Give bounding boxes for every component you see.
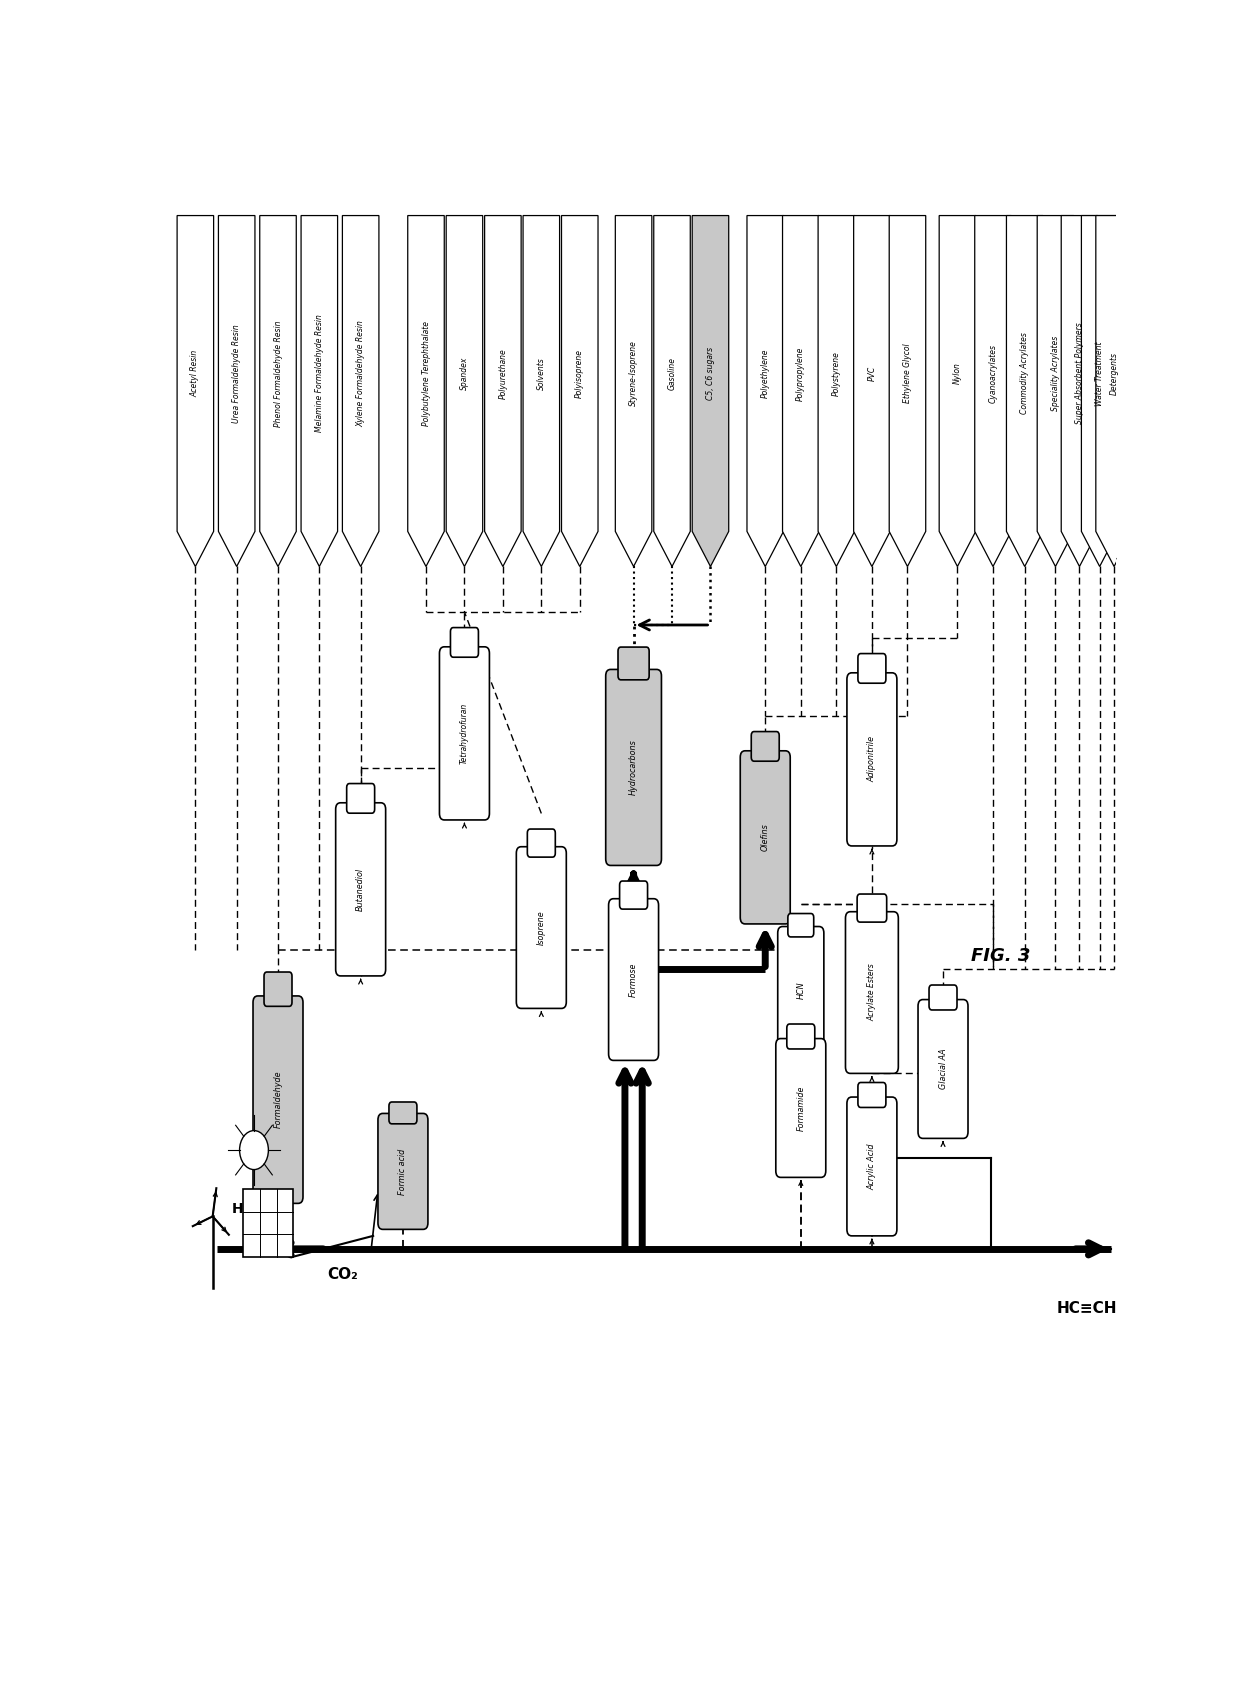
Text: Acrylate Esters: Acrylate Esters bbox=[868, 964, 877, 1021]
Polygon shape bbox=[408, 216, 444, 567]
FancyBboxPatch shape bbox=[264, 972, 291, 1006]
Text: HCN: HCN bbox=[796, 981, 805, 999]
Text: Cyanoacrylates: Cyanoacrylates bbox=[988, 344, 997, 403]
Text: Polyisoprene: Polyisoprene bbox=[575, 349, 584, 398]
Text: Detergents: Detergents bbox=[1110, 353, 1118, 395]
Text: Styrene-Isoprene: Styrene-Isoprene bbox=[629, 341, 639, 407]
FancyBboxPatch shape bbox=[618, 647, 650, 680]
Text: Acrylic Acid: Acrylic Acid bbox=[868, 1143, 877, 1190]
FancyBboxPatch shape bbox=[620, 881, 647, 910]
Text: Formose: Formose bbox=[629, 962, 639, 996]
FancyBboxPatch shape bbox=[847, 1097, 897, 1236]
FancyBboxPatch shape bbox=[846, 912, 898, 1074]
Text: Formaldehyde: Formaldehyde bbox=[274, 1070, 283, 1128]
Polygon shape bbox=[446, 216, 482, 567]
Polygon shape bbox=[653, 216, 691, 567]
Text: PVC: PVC bbox=[868, 366, 877, 381]
FancyBboxPatch shape bbox=[858, 653, 885, 684]
Text: Melamine Formaldehyde Resin: Melamine Formaldehyde Resin bbox=[315, 314, 324, 432]
FancyBboxPatch shape bbox=[527, 829, 556, 858]
FancyBboxPatch shape bbox=[378, 1114, 428, 1229]
FancyBboxPatch shape bbox=[787, 1025, 815, 1048]
Polygon shape bbox=[562, 216, 598, 567]
Text: Commodity Acrylates: Commodity Acrylates bbox=[1021, 333, 1029, 415]
Polygon shape bbox=[1096, 216, 1132, 567]
Text: Formic acid: Formic acid bbox=[398, 1148, 408, 1195]
FancyBboxPatch shape bbox=[439, 647, 490, 820]
Polygon shape bbox=[782, 216, 820, 567]
Text: Isoprene: Isoprene bbox=[537, 910, 546, 945]
Polygon shape bbox=[746, 216, 784, 567]
Text: Nylon: Nylon bbox=[952, 363, 962, 385]
Polygon shape bbox=[1007, 216, 1043, 567]
FancyBboxPatch shape bbox=[253, 996, 303, 1204]
Polygon shape bbox=[853, 216, 890, 567]
Text: Polyurethane: Polyurethane bbox=[498, 348, 507, 398]
Text: Spandex: Spandex bbox=[460, 356, 469, 390]
FancyBboxPatch shape bbox=[609, 898, 658, 1060]
Polygon shape bbox=[342, 216, 379, 567]
Text: Polystyrene: Polystyrene bbox=[832, 351, 841, 397]
Text: Glacial AA: Glacial AA bbox=[939, 1048, 947, 1089]
FancyBboxPatch shape bbox=[751, 731, 779, 761]
FancyBboxPatch shape bbox=[347, 783, 374, 814]
FancyBboxPatch shape bbox=[787, 913, 813, 937]
Text: C5, C6 sugars: C5, C6 sugars bbox=[706, 348, 715, 400]
FancyBboxPatch shape bbox=[450, 628, 479, 657]
FancyBboxPatch shape bbox=[336, 803, 386, 976]
Text: Hydrocarbons: Hydrocarbons bbox=[629, 739, 639, 795]
Polygon shape bbox=[615, 216, 652, 567]
Text: H₂: H₂ bbox=[232, 1202, 249, 1217]
Text: Polypropylene: Polypropylene bbox=[796, 346, 805, 400]
Circle shape bbox=[239, 1131, 268, 1170]
Bar bbox=[243, 1188, 294, 1256]
Polygon shape bbox=[218, 216, 255, 567]
Polygon shape bbox=[177, 216, 213, 567]
Text: CO₂: CO₂ bbox=[327, 1268, 358, 1283]
Polygon shape bbox=[939, 216, 976, 567]
Polygon shape bbox=[1061, 216, 1097, 567]
Polygon shape bbox=[523, 216, 559, 567]
Text: Super Absorbent Polymers: Super Absorbent Polymers bbox=[1075, 322, 1084, 424]
Polygon shape bbox=[889, 216, 926, 567]
Text: Butanediol: Butanediol bbox=[356, 868, 365, 912]
FancyBboxPatch shape bbox=[858, 1082, 885, 1107]
Text: Phenol Formaldehyde Resin: Phenol Formaldehyde Resin bbox=[274, 321, 283, 427]
Text: Formamide: Formamide bbox=[796, 1085, 805, 1131]
Text: Urea Formaldehyde Resin: Urea Formaldehyde Resin bbox=[232, 324, 242, 424]
Text: Olefins: Olefins bbox=[760, 824, 770, 851]
FancyBboxPatch shape bbox=[605, 670, 661, 866]
Text: Solvents: Solvents bbox=[537, 358, 546, 390]
FancyBboxPatch shape bbox=[777, 927, 823, 1053]
FancyBboxPatch shape bbox=[847, 674, 897, 846]
Text: Gasoline: Gasoline bbox=[667, 356, 677, 390]
Text: Acetyl Resin: Acetyl Resin bbox=[191, 349, 200, 397]
Text: Adiponitrile: Adiponitrile bbox=[868, 736, 877, 782]
Polygon shape bbox=[301, 216, 337, 567]
FancyBboxPatch shape bbox=[776, 1038, 826, 1178]
FancyBboxPatch shape bbox=[740, 751, 790, 923]
FancyBboxPatch shape bbox=[857, 895, 887, 922]
Polygon shape bbox=[485, 216, 521, 567]
Text: Speciality Acrylates: Speciality Acrylates bbox=[1052, 336, 1060, 412]
FancyBboxPatch shape bbox=[929, 986, 957, 1009]
Polygon shape bbox=[1037, 216, 1074, 567]
FancyBboxPatch shape bbox=[389, 1102, 417, 1124]
Text: Ethylene Glycol: Ethylene Glycol bbox=[903, 344, 911, 403]
FancyBboxPatch shape bbox=[918, 999, 968, 1138]
Polygon shape bbox=[818, 216, 854, 567]
Text: Tetrahydrofuran: Tetrahydrofuran bbox=[460, 702, 469, 765]
Polygon shape bbox=[1081, 216, 1118, 567]
FancyBboxPatch shape bbox=[516, 847, 567, 1008]
Text: Water Treatment: Water Treatment bbox=[1095, 341, 1104, 405]
Polygon shape bbox=[259, 216, 296, 567]
Text: Polyethylene: Polyethylene bbox=[760, 349, 770, 398]
Text: Xylene Formaldehyde Resin: Xylene Formaldehyde Resin bbox=[356, 321, 365, 427]
Polygon shape bbox=[975, 216, 1012, 567]
Text: FIG. 3: FIG. 3 bbox=[971, 947, 1030, 966]
Text: Polybutylene Terephthalate: Polybutylene Terephthalate bbox=[422, 321, 430, 425]
Polygon shape bbox=[692, 216, 729, 567]
Text: HC≡CH: HC≡CH bbox=[1056, 1301, 1117, 1317]
